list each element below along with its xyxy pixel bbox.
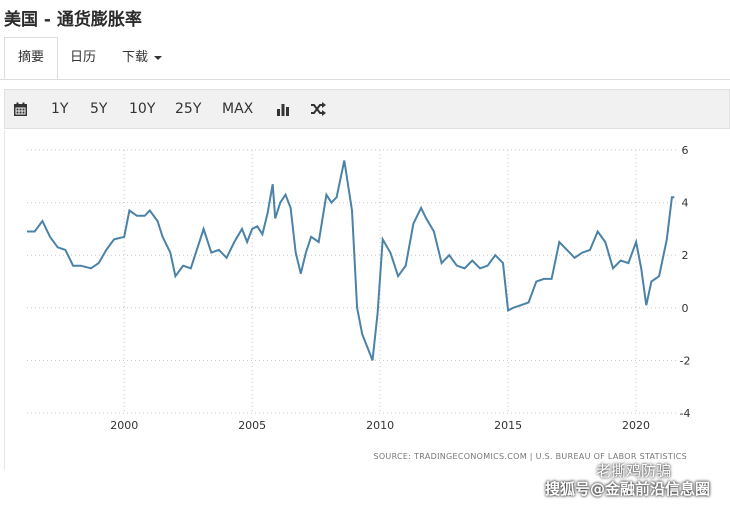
inflation-series-line <box>27 160 675 361</box>
y-tick-label: 0 <box>682 302 689 315</box>
calendar-icon[interactable] <box>13 90 28 128</box>
range-max-button[interactable]: MAX <box>222 101 254 117</box>
x-tick-label: 2015 <box>494 419 522 432</box>
x-tick-label: 2000 <box>110 419 138 432</box>
watermark-bottom: 搜狐号@金融前沿信息圈 <box>545 480 711 498</box>
x-tick-label: 2020 <box>622 419 650 432</box>
chart-area: 6 4 2 0 -2 -4 2000 2005 2010 2015 2020 SOURCE: TR… <box>4 130 730 470</box>
range-1y-button[interactable]: 1Y <box>51 101 69 117</box>
y-tick-label: -2 <box>680 354 691 367</box>
bar-chart-icon[interactable] <box>276 90 290 128</box>
tab-download[interactable]: 下载 <box>122 37 163 79</box>
page-title: 美国 - 通货膨胀率 <box>4 10 142 30</box>
source-credit: SOURCE: TRADINGECONOMICS.COM | U.S. BURE… <box>373 452 687 461</box>
tab-bar: 摘要 日历 下载 <box>0 37 730 80</box>
caret-down-icon <box>154 55 163 60</box>
chart-toolbar: 1Y 5Y 10Y 25Y MAX <box>4 89 730 129</box>
shuffle-icon[interactable] <box>310 90 326 128</box>
y-tick-label: 2 <box>682 249 689 262</box>
y-tick-label: 6 <box>682 144 689 157</box>
range-5y-button[interactable]: 5Y <box>90 101 108 117</box>
chart-grid <box>27 149 677 414</box>
watermark-top: 老撕鸡防骗 <box>596 462 672 480</box>
x-tick-label: 2005 <box>238 419 266 432</box>
range-10y-button[interactable]: 10Y <box>129 101 156 117</box>
tab-calendar[interactable]: 日历 <box>70 50 97 65</box>
inflation-line-chart: 6 4 2 0 -2 -4 2000 2005 2010 2015 2020 SOURCE: TR… <box>27 144 691 461</box>
range-25y-button[interactable]: 25Y <box>175 101 202 117</box>
tab-download-label: 下载 <box>122 50 149 65</box>
y-tick-label: -4 <box>680 407 691 420</box>
x-tick-label: 2010 <box>366 419 394 432</box>
tab-summary[interactable]: 摘要 <box>4 37 59 79</box>
x-axis-ticks: 2000 2005 2010 2015 2020 <box>110 419 650 432</box>
y-tick-label: 4 <box>682 197 689 210</box>
y-axis-ticks: 6 4 2 0 -2 -4 <box>680 144 691 420</box>
